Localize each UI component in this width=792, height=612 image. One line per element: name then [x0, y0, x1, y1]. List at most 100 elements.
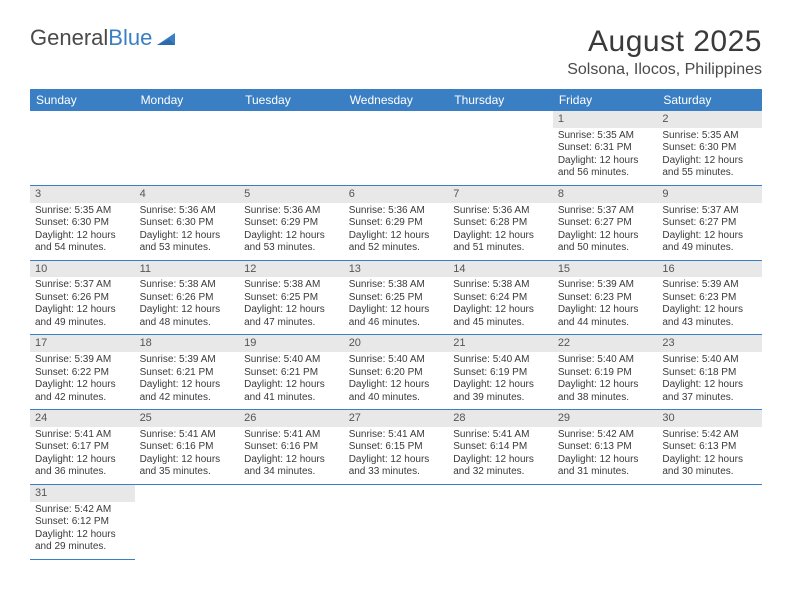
calendar-cell: 4Sunrise: 5:36 AMSunset: 6:30 PMDaylight…	[135, 185, 240, 260]
sunset-line: Sunset: 6:17 PM	[35, 441, 130, 454]
sunset-line: Sunset: 6:18 PM	[662, 367, 757, 380]
sunset-line: Sunset: 6:26 PM	[140, 292, 235, 305]
daylight-line: Daylight: 12 hours	[662, 454, 757, 467]
sunrise-line: Sunrise: 5:42 AM	[35, 504, 130, 517]
calendar-cell: 20Sunrise: 5:40 AMSunset: 6:20 PMDayligh…	[344, 335, 449, 410]
calendar-cell: 15Sunrise: 5:39 AMSunset: 6:23 PMDayligh…	[553, 260, 658, 335]
sunset-line: Sunset: 6:22 PM	[35, 367, 130, 380]
day-number: 15	[553, 261, 658, 278]
day-number: 27	[344, 410, 449, 427]
day-number: 7	[448, 186, 553, 203]
col-header: Saturday	[657, 89, 762, 111]
sunrise-line: Sunrise: 5:40 AM	[244, 354, 339, 367]
sunset-line: Sunset: 6:19 PM	[558, 367, 653, 380]
calendar-cell	[344, 484, 449, 559]
day-number: 31	[30, 485, 135, 502]
sunset-line: Sunset: 6:21 PM	[140, 367, 235, 380]
sunset-line: Sunset: 6:31 PM	[558, 142, 653, 155]
daylight-line: Daylight: 12 hours	[349, 230, 444, 243]
calendar-row: 31Sunrise: 5:42 AMSunset: 6:12 PMDayligh…	[30, 484, 762, 559]
sunrise-line: Sunrise: 5:41 AM	[244, 429, 339, 442]
daylight-line: and 38 minutes.	[558, 392, 653, 405]
calendar-page: GeneralBlue August 2025 Solsona, Ilocos,…	[0, 0, 792, 560]
sunrise-line: Sunrise: 5:41 AM	[35, 429, 130, 442]
calendar-row: 3Sunrise: 5:35 AMSunset: 6:30 PMDaylight…	[30, 185, 762, 260]
calendar-cell: 26Sunrise: 5:41 AMSunset: 6:16 PMDayligh…	[239, 410, 344, 485]
calendar-cell	[30, 111, 135, 185]
day-number: 5	[239, 186, 344, 203]
daylight-line: and 56 minutes.	[558, 167, 653, 180]
day-number: 8	[553, 186, 658, 203]
brand-logo: GeneralBlue	[30, 25, 177, 51]
day-number: 22	[553, 335, 658, 352]
sunrise-line: Sunrise: 5:40 AM	[349, 354, 444, 367]
sunrise-line: Sunrise: 5:36 AM	[140, 205, 235, 218]
calendar-cell	[135, 111, 240, 185]
sunset-line: Sunset: 6:16 PM	[244, 441, 339, 454]
daylight-line: Daylight: 12 hours	[244, 230, 339, 243]
daylight-line: and 33 minutes.	[349, 466, 444, 479]
sunset-line: Sunset: 6:13 PM	[558, 441, 653, 454]
daylight-line: Daylight: 12 hours	[558, 155, 653, 168]
daylight-line: Daylight: 12 hours	[662, 379, 757, 392]
daylight-line: and 40 minutes.	[349, 392, 444, 405]
daylight-line: Daylight: 12 hours	[244, 304, 339, 317]
sunset-line: Sunset: 6:30 PM	[140, 217, 235, 230]
daylight-line: and 29 minutes.	[35, 541, 130, 554]
sunrise-line: Sunrise: 5:41 AM	[140, 429, 235, 442]
daylight-line: Daylight: 12 hours	[558, 304, 653, 317]
calendar-cell: 27Sunrise: 5:41 AMSunset: 6:15 PMDayligh…	[344, 410, 449, 485]
sunrise-line: Sunrise: 5:36 AM	[244, 205, 339, 218]
day-number: 9	[657, 186, 762, 203]
daylight-line: Daylight: 12 hours	[558, 230, 653, 243]
daylight-line: and 55 minutes.	[662, 167, 757, 180]
calendar-cell	[344, 111, 449, 185]
daylight-line: and 39 minutes.	[453, 392, 548, 405]
day-number: 19	[239, 335, 344, 352]
daylight-line: and 53 minutes.	[140, 242, 235, 255]
calendar-cell: 29Sunrise: 5:42 AMSunset: 6:13 PMDayligh…	[553, 410, 658, 485]
sunrise-line: Sunrise: 5:40 AM	[662, 354, 757, 367]
daylight-line: and 41 minutes.	[244, 392, 339, 405]
daylight-line: and 36 minutes.	[35, 466, 130, 479]
col-header: Monday	[135, 89, 240, 111]
calendar-cell	[448, 484, 553, 559]
month-title: August 2025	[567, 25, 762, 59]
daylight-line: Daylight: 12 hours	[244, 379, 339, 392]
daylight-line: Daylight: 12 hours	[35, 529, 130, 542]
page-header: GeneralBlue August 2025 Solsona, Ilocos,…	[30, 25, 762, 79]
daylight-line: Daylight: 12 hours	[140, 230, 235, 243]
col-header: Sunday	[30, 89, 135, 111]
logo-text-blue: Blue	[108, 25, 152, 51]
day-number: 25	[135, 410, 240, 427]
daylight-line: Daylight: 12 hours	[35, 379, 130, 392]
day-number: 14	[448, 261, 553, 278]
sunrise-line: Sunrise: 5:39 AM	[140, 354, 235, 367]
calendar-cell	[657, 484, 762, 559]
day-number: 30	[657, 410, 762, 427]
calendar-cell: 3Sunrise: 5:35 AMSunset: 6:30 PMDaylight…	[30, 185, 135, 260]
daylight-line: Daylight: 12 hours	[453, 454, 548, 467]
calendar-cell: 17Sunrise: 5:39 AMSunset: 6:22 PMDayligh…	[30, 335, 135, 410]
sunrise-line: Sunrise: 5:40 AM	[453, 354, 548, 367]
daylight-line: and 42 minutes.	[140, 392, 235, 405]
daylight-line: Daylight: 12 hours	[349, 304, 444, 317]
col-header: Thursday	[448, 89, 553, 111]
sunset-line: Sunset: 6:30 PM	[662, 142, 757, 155]
sunset-line: Sunset: 6:20 PM	[349, 367, 444, 380]
daylight-line: and 54 minutes.	[35, 242, 130, 255]
day-number: 11	[135, 261, 240, 278]
calendar-cell: 19Sunrise: 5:40 AMSunset: 6:21 PMDayligh…	[239, 335, 344, 410]
daylight-line: Daylight: 12 hours	[662, 155, 757, 168]
daylight-line: and 45 minutes.	[453, 317, 548, 330]
calendar-cell: 28Sunrise: 5:41 AMSunset: 6:14 PMDayligh…	[448, 410, 553, 485]
daylight-line: Daylight: 12 hours	[662, 304, 757, 317]
sunrise-line: Sunrise: 5:37 AM	[35, 279, 130, 292]
day-number: 29	[553, 410, 658, 427]
daylight-line: and 37 minutes.	[662, 392, 757, 405]
calendar-cell: 5Sunrise: 5:36 AMSunset: 6:29 PMDaylight…	[239, 185, 344, 260]
day-number: 12	[239, 261, 344, 278]
sunset-line: Sunset: 6:13 PM	[662, 441, 757, 454]
calendar-cell: 22Sunrise: 5:40 AMSunset: 6:19 PMDayligh…	[553, 335, 658, 410]
calendar-cell: 1Sunrise: 5:35 AMSunset: 6:31 PMDaylight…	[553, 111, 658, 185]
